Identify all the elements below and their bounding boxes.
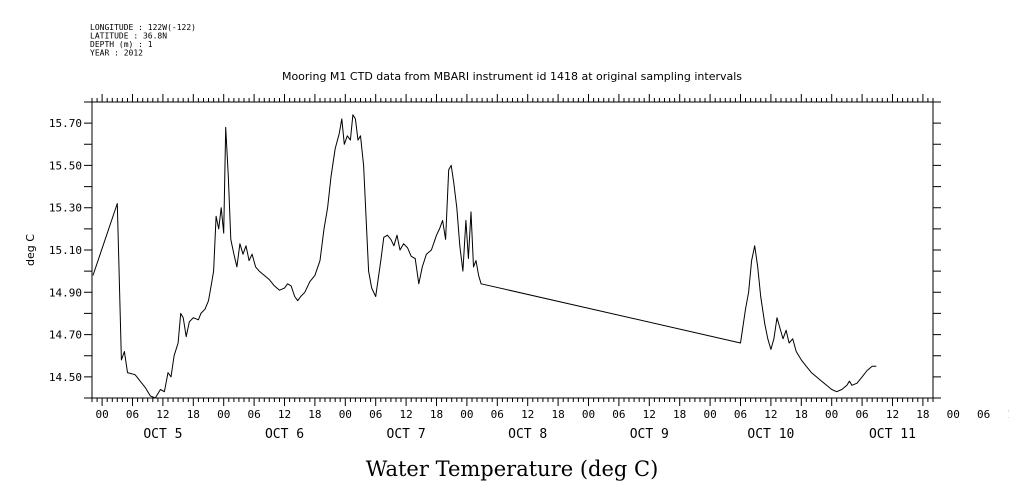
y-tick-label: 15.50 — [49, 159, 82, 172]
x-axis-hour-labels: 00 06 12 18 00 06 12 18 00 06 12 18 00 06 12 18 00 06 12 18… — [96, 408, 1009, 421]
x-hour-label: 00 — [217, 408, 230, 421]
y-axis-label: deg C — [24, 234, 37, 266]
x-day-label: OCT 5 — [143, 427, 182, 442]
y-axis-tick-labels: 14.50 14.70 14.90 15.10 15.30 15.50 15.70 — [49, 117, 82, 384]
x-day-label: OCT 10 — [747, 427, 794, 442]
x-hour-label: 00 — [703, 408, 716, 421]
x-hour-label: 06 — [247, 408, 260, 421]
axis-ticks — [84, 94, 941, 406]
x-hour-label: 12 — [886, 408, 899, 421]
chart-title: Mooring M1 CTD data from MBARI instrumen… — [282, 70, 742, 83]
x-hour-label: 18 — [187, 408, 200, 421]
y-tick-label: 15.70 — [49, 117, 82, 130]
header-line-2: DEPTH (m) : 1 — [90, 40, 153, 49]
x-hour-label: 00 — [96, 408, 109, 421]
x-day-label: OCT 6 — [265, 427, 304, 442]
series-line-0 — [92, 114, 877, 399]
x-hour-label: 12 — [643, 408, 656, 421]
x-hour-label: 12 — [764, 408, 777, 421]
x-day-label: OCT 8 — [508, 427, 547, 442]
x-hour-label: 00 — [947, 408, 960, 421]
x-hour-label: 06 — [612, 408, 625, 421]
x-hour-label: 06 — [126, 408, 139, 421]
x-hour-label: 12 — [156, 408, 169, 421]
x-hour-label: 06 — [491, 408, 504, 421]
x-axis-day-labels: OCT 5 OCT 6 OCT 7 OCT 8 OCT 9 OCT 10 OCT 11 — [143, 427, 916, 442]
x-hour-label: 18 — [673, 408, 686, 421]
x-hour-label: 18 — [795, 408, 808, 421]
x-hour-label: 12 — [521, 408, 534, 421]
y-tick-label: 14.70 — [49, 329, 82, 342]
header-line-3: YEAR : 2012 — [90, 49, 143, 58]
x-hour-label: 06 — [369, 408, 382, 421]
y-tick-label: 14.50 — [49, 371, 82, 384]
chart-header-metadata: LONGITUDE : 122W(-122)LATITUDE : 36.8NDE… — [90, 23, 196, 58]
y-tick-label: 15.10 — [49, 244, 82, 257]
tick-marks — [84, 94, 941, 406]
x-hour-label: 00 — [339, 408, 352, 421]
x-hour-label: 06 — [734, 408, 747, 421]
x-hour-label: 18 — [430, 408, 443, 421]
x-hour-label: 18 — [551, 408, 564, 421]
series-lines — [92, 114, 877, 399]
x-day-label: OCT 11 — [869, 427, 916, 442]
x-hour-label: 06 — [855, 408, 868, 421]
x-hour-label: 12 — [1007, 408, 1009, 421]
x-hour-label: 00 — [460, 408, 473, 421]
plot-frame — [91, 101, 934, 399]
x-hour-label: 00 — [582, 408, 595, 421]
x-day-label: OCT 9 — [630, 427, 669, 442]
y-tick-label: 15.30 — [49, 202, 82, 215]
x-axis-label: Water Temperature (deg C) — [366, 457, 659, 481]
x-hour-label: 18 — [308, 408, 321, 421]
y-tick-label: 14.90 — [49, 286, 82, 299]
x-day-label: OCT 7 — [387, 427, 426, 442]
header-line-1: LATITUDE : 36.8N — [90, 32, 167, 41]
x-hour-label: 00 — [825, 408, 838, 421]
x-hour-label: 12 — [278, 408, 291, 421]
x-hour-label: 06 — [977, 408, 990, 421]
header-line-0: LONGITUDE : 122W(-122) — [90, 23, 196, 32]
x-hour-label: 12 — [399, 408, 412, 421]
x-hour-label: 18 — [916, 408, 929, 421]
